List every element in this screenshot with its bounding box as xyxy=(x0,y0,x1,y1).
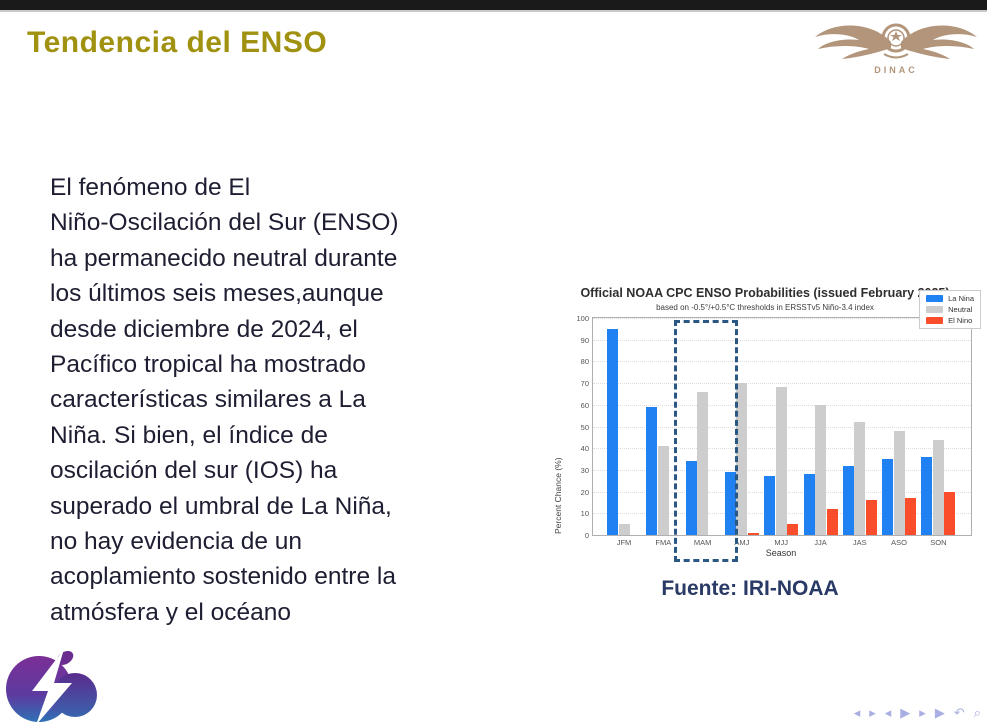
bar-neutral-jfm xyxy=(618,524,630,535)
legend-color-chip xyxy=(926,295,944,302)
page-title: Tendencia del ENSO xyxy=(27,26,328,59)
section-icon[interactable]: ▶ xyxy=(934,705,945,720)
legend-color-chip xyxy=(926,306,944,313)
bar-neutral-jja xyxy=(815,404,826,535)
y-tick-label: 70 xyxy=(580,379,589,389)
x-tick-label: MJJ xyxy=(774,538,789,547)
gridline xyxy=(593,361,971,363)
frame-forward-icon[interactable]: ▸ xyxy=(919,705,926,720)
slide-body-text: El fenómeno de El Niño-Oscilación del Su… xyxy=(50,174,399,626)
chart-legend: La Nina Neutral El Nino xyxy=(919,290,981,329)
bar-el-nino-aso xyxy=(905,498,917,535)
dinac-wings-icon xyxy=(815,23,977,59)
bar-la-nina-son xyxy=(921,456,933,535)
legend-label: La Nina xyxy=(948,294,974,303)
chart-y-axis-label: Percent Chance (%) xyxy=(553,457,563,534)
top-bar xyxy=(0,0,987,12)
legend-label: El Nino xyxy=(948,316,973,325)
y-tick-label: 10 xyxy=(580,509,589,519)
chart-plot-area: 0 10 20 30 40 50 60 70 80 90 100 JFM FMA MAM AMJ MJJ JJA… xyxy=(576,314,972,562)
bar-la-nina-jja xyxy=(803,474,815,535)
cloud-lightning-logo xyxy=(2,645,98,723)
bar-neutral-mam xyxy=(697,391,709,535)
bar-la-nina-mam xyxy=(685,461,697,535)
bar-el-nino-amj xyxy=(747,532,759,535)
enso-probabilities-chart: Official NOAA CPC ENSO Probabilities (is… xyxy=(545,286,985,571)
y-tick-label: 40 xyxy=(580,444,589,454)
bar-neutral-mjj xyxy=(775,387,787,535)
x-tick-label: SON xyxy=(930,538,947,547)
slide-forward-icon[interactable]: ▸ xyxy=(869,705,876,720)
bar-la-nina-mjj xyxy=(764,476,776,535)
chart-source-caption: Fuente: IRI-NOAA xyxy=(661,577,839,600)
y-tick-label: 60 xyxy=(580,400,589,410)
bar-la-nina-fma xyxy=(646,406,658,535)
frame-back-icon[interactable]: ◂ xyxy=(884,705,892,720)
back-icon[interactable]: ↶ xyxy=(953,705,965,720)
legend-entry: La Nina xyxy=(926,294,974,303)
gridline xyxy=(593,318,971,319)
x-tick-label: ASO xyxy=(891,538,908,547)
chart-x-axis-label: Season xyxy=(765,548,797,558)
bar-neutral-jas xyxy=(854,422,866,535)
bar-la-nina-amj xyxy=(724,472,736,535)
bar-el-nino-mjj xyxy=(787,524,799,535)
y-tick-label: 0 xyxy=(584,531,589,540)
cloud-lightning-icon xyxy=(6,649,97,723)
legend-color-chip xyxy=(926,317,944,324)
beamer-navigation-bar: ◂ ▸ ◂ ▶ ▸ ▶ ↶ ⌕ xyxy=(854,706,981,720)
legend-label: Neutral xyxy=(948,305,973,314)
bar-neutral-fma xyxy=(657,446,669,535)
bar-la-nina-jas xyxy=(842,465,854,535)
bar-la-nina-aso xyxy=(882,459,894,535)
gridline xyxy=(593,339,971,341)
x-tick-label: MAM xyxy=(693,538,712,547)
bar-la-nina-jfm xyxy=(607,328,618,535)
bar-el-nino-jas xyxy=(865,500,877,535)
x-tick-label: JAS xyxy=(852,538,867,547)
slide-back-icon[interactable]: ◂ xyxy=(853,705,861,720)
gridline xyxy=(593,383,971,385)
bar-neutral-aso xyxy=(893,430,905,535)
dinac-logo: DINAC xyxy=(811,14,981,78)
y-tick-label: 30 xyxy=(580,465,589,475)
dinac-logo-label: DINAC xyxy=(874,65,918,75)
x-tick-label: AMJ xyxy=(734,538,750,547)
bar-neutral-amj xyxy=(736,383,748,535)
x-tick-label: JJA xyxy=(814,538,827,547)
x-tick-label: FMA xyxy=(655,538,672,547)
y-tick-label: 100 xyxy=(576,314,589,323)
chart-subtitle: based on -0.5°/+0.5°C thresholds in ERSS… xyxy=(656,303,874,312)
y-tick-label: 80 xyxy=(580,357,589,367)
search-icon[interactable]: ⌕ xyxy=(973,705,981,720)
y-tick-label: 50 xyxy=(580,422,589,432)
y-tick-label: 20 xyxy=(580,487,589,497)
legend-entry: El Nino xyxy=(926,316,974,325)
chart-title: Official NOAA CPC ENSO Probabilities (is… xyxy=(580,286,950,300)
y-tick-label: 90 xyxy=(580,335,589,345)
bar-el-nino-son xyxy=(944,491,956,535)
bar-neutral-son xyxy=(932,439,944,535)
legend-entry: Neutral xyxy=(926,305,974,314)
frame-icon[interactable]: ▶ xyxy=(900,705,911,720)
bar-el-nino-jja xyxy=(826,508,838,535)
x-tick-label: JFM xyxy=(616,538,632,547)
highlight-dashed-box xyxy=(673,320,738,562)
